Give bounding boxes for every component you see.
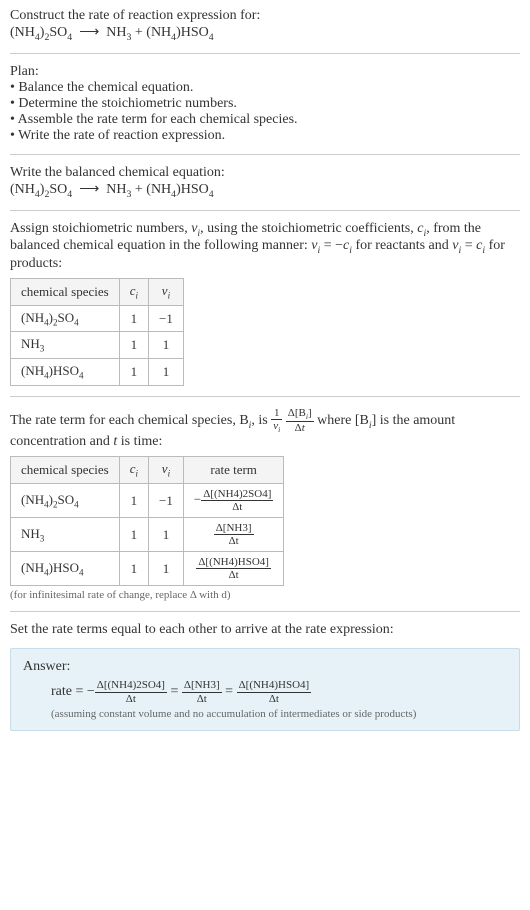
col-rate: rate term bbox=[183, 457, 284, 484]
rate-cell: Δ[(NH4)HSO4]Δt bbox=[183, 552, 284, 586]
stoich-section: Assign stoichiometric numbers, νi, using… bbox=[10, 221, 520, 386]
table-row: NH3 1 1 Δ[NH3]Δt bbox=[11, 518, 284, 552]
table-row: (NH4)2SO4 1 −1 bbox=[11, 305, 184, 332]
frac-den: Δt bbox=[196, 569, 271, 581]
answer-label: Answer: bbox=[23, 659, 507, 675]
stoich-table: chemical species ci νi (NH4)2SO4 1 −1 NH… bbox=[10, 278, 184, 385]
frac-den: Δt bbox=[182, 693, 222, 705]
problem-statement: Construct the rate of reaction expressio… bbox=[10, 8, 520, 43]
species-cell: (NH4)2SO4 bbox=[11, 483, 120, 517]
plan-item: Assemble the rate term for each chemical… bbox=[10, 112, 520, 128]
species-cell: (NH4)2SO4 bbox=[11, 305, 120, 332]
plan-item: Write the rate of reaction expression. bbox=[10, 128, 520, 144]
frac-num: Δ[Bi] bbox=[286, 407, 314, 423]
rate-cell: −Δ[(NH4)2SO4]Δt bbox=[183, 483, 284, 517]
frac-den: Δt bbox=[95, 693, 167, 705]
col-nui: νi bbox=[149, 457, 184, 484]
frac-den: Δt bbox=[201, 501, 273, 513]
frac-den: Δt bbox=[286, 422, 314, 434]
ci-cell: 1 bbox=[119, 332, 148, 359]
fraction: Δ[NH3]Δt bbox=[182, 679, 222, 704]
fraction: Δ[(NH4)2SO4]Δt bbox=[201, 488, 273, 513]
frac-num: Δ[NH3] bbox=[214, 522, 254, 535]
balanced-title: Write the balanced chemical equation: bbox=[10, 165, 520, 181]
ci-cell: 1 bbox=[119, 483, 148, 517]
prompt-text: Construct the rate of reaction expressio… bbox=[10, 8, 520, 24]
col-species: chemical species bbox=[11, 279, 120, 306]
plan-item: Balance the chemical equation. bbox=[10, 80, 520, 96]
rate-label: rate = bbox=[51, 684, 87, 699]
rate-cell: Δ[NH3]Δt bbox=[183, 518, 284, 552]
table-header-row: chemical species ci νi rate term bbox=[11, 457, 284, 484]
divider bbox=[10, 611, 520, 612]
col-species: chemical species bbox=[11, 457, 120, 484]
stoich-intro: Assign stoichiometric numbers, νi, using… bbox=[10, 221, 520, 273]
table-header-row: chemical species ci νi bbox=[11, 279, 184, 306]
fraction: Δ[NH3]Δt bbox=[214, 522, 254, 547]
species-cell: NH3 bbox=[11, 518, 120, 552]
table-row: (NH4)HSO4 1 1 Δ[(NH4)HSO4]Δt bbox=[11, 552, 284, 586]
divider bbox=[10, 210, 520, 211]
fraction: Δ[(NH4)HSO4]Δt bbox=[237, 679, 312, 704]
reaction-equation: (NH4)2SO4 ⟶ NH3 + (NH4)HSO4 bbox=[10, 24, 520, 43]
intro-text: , is bbox=[251, 413, 271, 428]
balanced-section: Write the balanced chemical equation: (N… bbox=[10, 165, 520, 200]
nui-cell: 1 bbox=[149, 518, 184, 552]
intro-text: where [B bbox=[317, 413, 369, 428]
ci-cell: 1 bbox=[119, 518, 148, 552]
neg-sign: − bbox=[87, 684, 95, 699]
plan-item: Determine the stoichiometric numbers. bbox=[10, 96, 520, 112]
fraction: Δ[Bi]Δt bbox=[286, 407, 314, 435]
col-ci: ci bbox=[119, 457, 148, 484]
frac-den: Δt bbox=[214, 535, 254, 547]
frac-num: Δ[(NH4)HSO4] bbox=[237, 679, 312, 692]
table-row: (NH4)2SO4 1 −1 −Δ[(NH4)2SO4]Δt bbox=[11, 483, 284, 517]
species-cell: NH3 bbox=[11, 332, 120, 359]
frac-den: νi bbox=[271, 420, 282, 435]
nui-cell: −1 bbox=[149, 305, 184, 332]
table-row: (NH4)HSO4 1 1 bbox=[11, 358, 184, 385]
ci-cell: 1 bbox=[119, 358, 148, 385]
divider bbox=[10, 154, 520, 155]
col-nui: νi bbox=[149, 279, 184, 306]
balanced-equation: (NH4)2SO4 ⟶ NH3 + (NH4)HSO4 bbox=[10, 181, 520, 200]
plan-title: Plan: bbox=[10, 64, 520, 80]
final-section: Set the rate terms equal to each other t… bbox=[10, 622, 520, 638]
intro-text: The rate term for each chemical species,… bbox=[10, 413, 249, 428]
nui-cell: 1 bbox=[149, 358, 184, 385]
rateterm-intro: The rate term for each chemical species,… bbox=[10, 407, 520, 451]
plan-list: Balance the chemical equation. Determine… bbox=[10, 80, 520, 144]
frac-num: Δ[(NH4)2SO4] bbox=[95, 679, 167, 692]
frac-num: Δ[(NH4)HSO4] bbox=[196, 556, 271, 569]
rateterm-note: (for infinitesimal rate of change, repla… bbox=[10, 589, 520, 601]
col-ci: ci bbox=[119, 279, 148, 306]
nui-cell: −1 bbox=[149, 483, 184, 517]
frac-den: Δt bbox=[237, 693, 312, 705]
nui-cell: 1 bbox=[149, 552, 184, 586]
final-title: Set the rate terms equal to each other t… bbox=[10, 622, 520, 638]
nui-cell: 1 bbox=[149, 332, 184, 359]
divider bbox=[10, 53, 520, 54]
frac-num: 1 bbox=[271, 407, 282, 420]
table-row: NH3 1 1 bbox=[11, 332, 184, 359]
fraction: 1νi bbox=[271, 407, 282, 435]
frac-num: Δ[NH3] bbox=[182, 679, 222, 692]
frac-num: Δ[(NH4)2SO4] bbox=[201, 488, 273, 501]
fraction: Δ[(NH4)HSO4]Δt bbox=[196, 556, 271, 581]
answer-note: (assuming constant volume and no accumul… bbox=[23, 708, 507, 720]
ci-cell: 1 bbox=[119, 305, 148, 332]
species-cell: (NH4)HSO4 bbox=[11, 358, 120, 385]
plan-section: Plan: Balance the chemical equation. Det… bbox=[10, 64, 520, 144]
neg-sign: − bbox=[194, 491, 201, 506]
species-cell: (NH4)HSO4 bbox=[11, 552, 120, 586]
answer-box: Answer: rate = −Δ[(NH4)2SO4]Δt = Δ[NH3]Δ… bbox=[10, 648, 520, 730]
ci-cell: 1 bbox=[119, 552, 148, 586]
rateterm-table: chemical species ci νi rate term (NH4)2S… bbox=[10, 456, 284, 586]
rate-expression: rate = −Δ[(NH4)2SO4]Δt = Δ[NH3]Δt = Δ[(N… bbox=[23, 679, 507, 704]
rateterm-section: The rate term for each chemical species,… bbox=[10, 407, 520, 602]
divider bbox=[10, 396, 520, 397]
intro-text: is time: bbox=[117, 434, 162, 449]
fraction: Δ[(NH4)2SO4]Δt bbox=[95, 679, 167, 704]
